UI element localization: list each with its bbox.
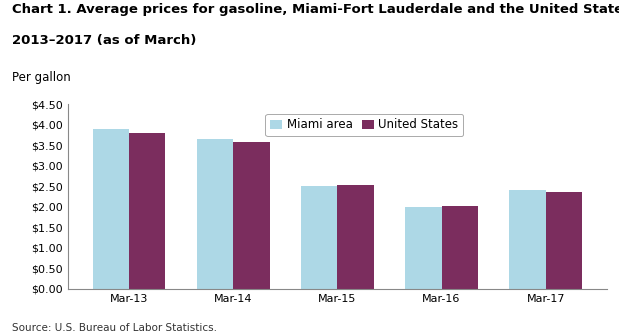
Bar [441, 206, 478, 289]
Bar [405, 207, 441, 289]
Bar [301, 186, 337, 289]
Bar [233, 142, 270, 289]
Bar [509, 191, 546, 289]
Bar [197, 139, 233, 289]
Text: Source: U.S. Bureau of Labor Statistics.: Source: U.S. Bureau of Labor Statistics. [12, 323, 217, 333]
Bar [93, 129, 129, 289]
Bar [129, 133, 165, 289]
Bar [546, 192, 582, 289]
Text: Chart 1. Average prices for gasoline, Miami-Fort Lauderdale and the United State: Chart 1. Average prices for gasoline, Mi… [12, 3, 619, 16]
Legend: Miami area, United States: Miami area, United States [266, 114, 463, 136]
Bar [337, 185, 374, 289]
Text: Per gallon: Per gallon [12, 71, 71, 84]
Text: 2013–2017 (as of March): 2013–2017 (as of March) [12, 34, 197, 47]
